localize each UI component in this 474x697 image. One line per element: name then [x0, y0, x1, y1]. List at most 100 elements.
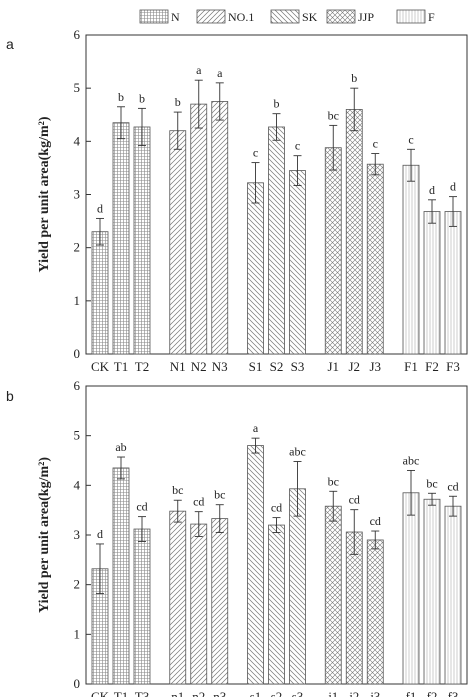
- significance-letter-F1: c: [408, 132, 413, 146]
- significance-letter-f3: cd: [447, 479, 458, 493]
- x-tick-label-S2: S2: [270, 359, 284, 374]
- x-tick-label-F1: F1: [404, 359, 418, 374]
- significance-letter-n1: bc: [172, 483, 183, 497]
- bar-CK: [91, 231, 109, 355]
- panel-label-a: a: [6, 36, 14, 52]
- bar-F1: [402, 164, 420, 355]
- x-tick-label-s2: s2: [271, 689, 283, 697]
- bar-s3: [289, 488, 306, 685]
- x-tick-label-N3: N3: [212, 359, 228, 374]
- bar-n1: [169, 510, 187, 685]
- legend-swatch-1: [139, 9, 169, 24]
- significance-letter-j2: cd: [349, 493, 360, 507]
- significance-letter-CK: d: [97, 527, 103, 541]
- bar-n2: [190, 523, 208, 685]
- bar-S3: [289, 170, 306, 355]
- significance-letter-F2: d: [429, 183, 435, 197]
- bar-T2: [133, 126, 151, 355]
- significance-letter-T1: b: [118, 90, 124, 104]
- x-tick-label-n2: n2: [192, 689, 205, 697]
- x-tick-label-N1: N1: [170, 359, 186, 374]
- significance-letter-n3: bc: [214, 488, 225, 502]
- x-tick-label-J3: J3: [369, 359, 381, 374]
- x-tick-label-f2: f2: [427, 689, 438, 697]
- bar-F2: [423, 211, 441, 355]
- y-tick-label: 1: [74, 293, 81, 308]
- bar-f1: [402, 492, 420, 685]
- x-tick-label-S1: S1: [249, 359, 263, 374]
- legend-label-5: F: [428, 10, 435, 24]
- bar-J1: [324, 147, 342, 355]
- legend-swatch-2: [196, 9, 226, 24]
- y-tick-label: 5: [74, 80, 81, 95]
- bar-J2: [345, 109, 363, 355]
- significance-letter-J2: b: [351, 71, 357, 85]
- x-tick-label-T1: T1: [114, 359, 128, 374]
- chart-panel-a: 0 1 2 3 4 5 6 Yield per unit area(kg/m²) d CK b T1 b…: [37, 27, 468, 374]
- y-tick-label: 0: [74, 346, 81, 361]
- x-tick-label-N2: N2: [191, 359, 207, 374]
- bar-N2: [190, 103, 208, 355]
- x-tick-label-S3: S3: [291, 359, 305, 374]
- x-tick-label-T1: T1: [114, 689, 128, 697]
- y-tick-label: 4: [74, 133, 81, 148]
- x-tick-label-T3: T3: [135, 689, 149, 697]
- x-tick-label-T2: T2: [135, 359, 149, 374]
- significance-letter-J3: c: [373, 137, 378, 151]
- significance-letter-F3: d: [450, 180, 456, 194]
- bar-N3: [211, 101, 229, 355]
- legend-label-4: JJP: [358, 10, 374, 24]
- x-tick-label-F3: F3: [446, 359, 460, 374]
- x-tick-label-n1: n1: [171, 689, 184, 697]
- significance-letter-T3: cd: [136, 500, 147, 514]
- bar-f3: [444, 505, 462, 685]
- significance-letter-s3: abc: [289, 444, 306, 458]
- x-tick-label-CK: CK: [91, 359, 110, 374]
- significance-letter-N1: b: [175, 95, 181, 109]
- x-tick-label-j2: j2: [348, 689, 359, 697]
- x-tick-label-J1: J1: [327, 359, 339, 374]
- legend-label-2: NO.1: [228, 10, 254, 24]
- y-tick-label: 6: [74, 27, 81, 42]
- bar-j3: [366, 539, 384, 685]
- bar-T1: [112, 122, 130, 355]
- y-tick-label: 4: [74, 477, 81, 492]
- x-tick-label-J2: J2: [348, 359, 360, 374]
- panel-label-b: b: [6, 388, 14, 404]
- x-tick-label-j1: j1: [327, 689, 338, 697]
- bar-T1: [112, 467, 130, 685]
- bar-n3: [211, 518, 229, 685]
- significance-letter-S3: c: [295, 139, 300, 153]
- significance-letter-S2: b: [274, 97, 280, 111]
- x-tick-label-s1: s1: [250, 689, 262, 697]
- legend-swatch-5: [396, 9, 426, 24]
- x-tick-label-s3: s3: [292, 689, 304, 697]
- y-tick-label: 1: [74, 626, 81, 641]
- significance-letter-T2: b: [139, 91, 145, 105]
- y-tick-label: 3: [74, 187, 81, 202]
- significance-letter-s2: cd: [271, 501, 282, 515]
- y-tick-label: 2: [74, 240, 81, 255]
- bar-N1: [169, 130, 187, 355]
- significance-letter-N2: a: [196, 63, 202, 77]
- bar-F3: [444, 211, 462, 355]
- y-tick-label: 6: [74, 378, 81, 393]
- significance-letter-N3: a: [217, 66, 223, 80]
- significance-letter-T1: ab: [115, 440, 126, 454]
- x-tick-label-f3: f3: [448, 689, 459, 697]
- bar-J3: [366, 163, 384, 355]
- bar-s2: [268, 524, 285, 685]
- significance-letter-CK: d: [97, 201, 103, 215]
- y-tick-label: 0: [74, 676, 81, 691]
- significance-letter-S1: c: [253, 146, 258, 160]
- y-tick-label: 5: [74, 428, 81, 443]
- y-axis-label: Yield per unit area(kg/m²): [37, 116, 52, 272]
- x-tick-label-CK: CK: [91, 689, 110, 697]
- y-tick-label: 3: [74, 527, 81, 542]
- significance-letter-n2: cd: [193, 495, 204, 509]
- x-tick-label-f1: f1: [406, 689, 417, 697]
- bar-T3: [133, 528, 151, 685]
- chart-panel-b: 0 1 2 3 4 5 6 Yield per unit area(kg/m²) d CK ab T1…: [37, 378, 468, 697]
- bar-f2: [423, 498, 441, 685]
